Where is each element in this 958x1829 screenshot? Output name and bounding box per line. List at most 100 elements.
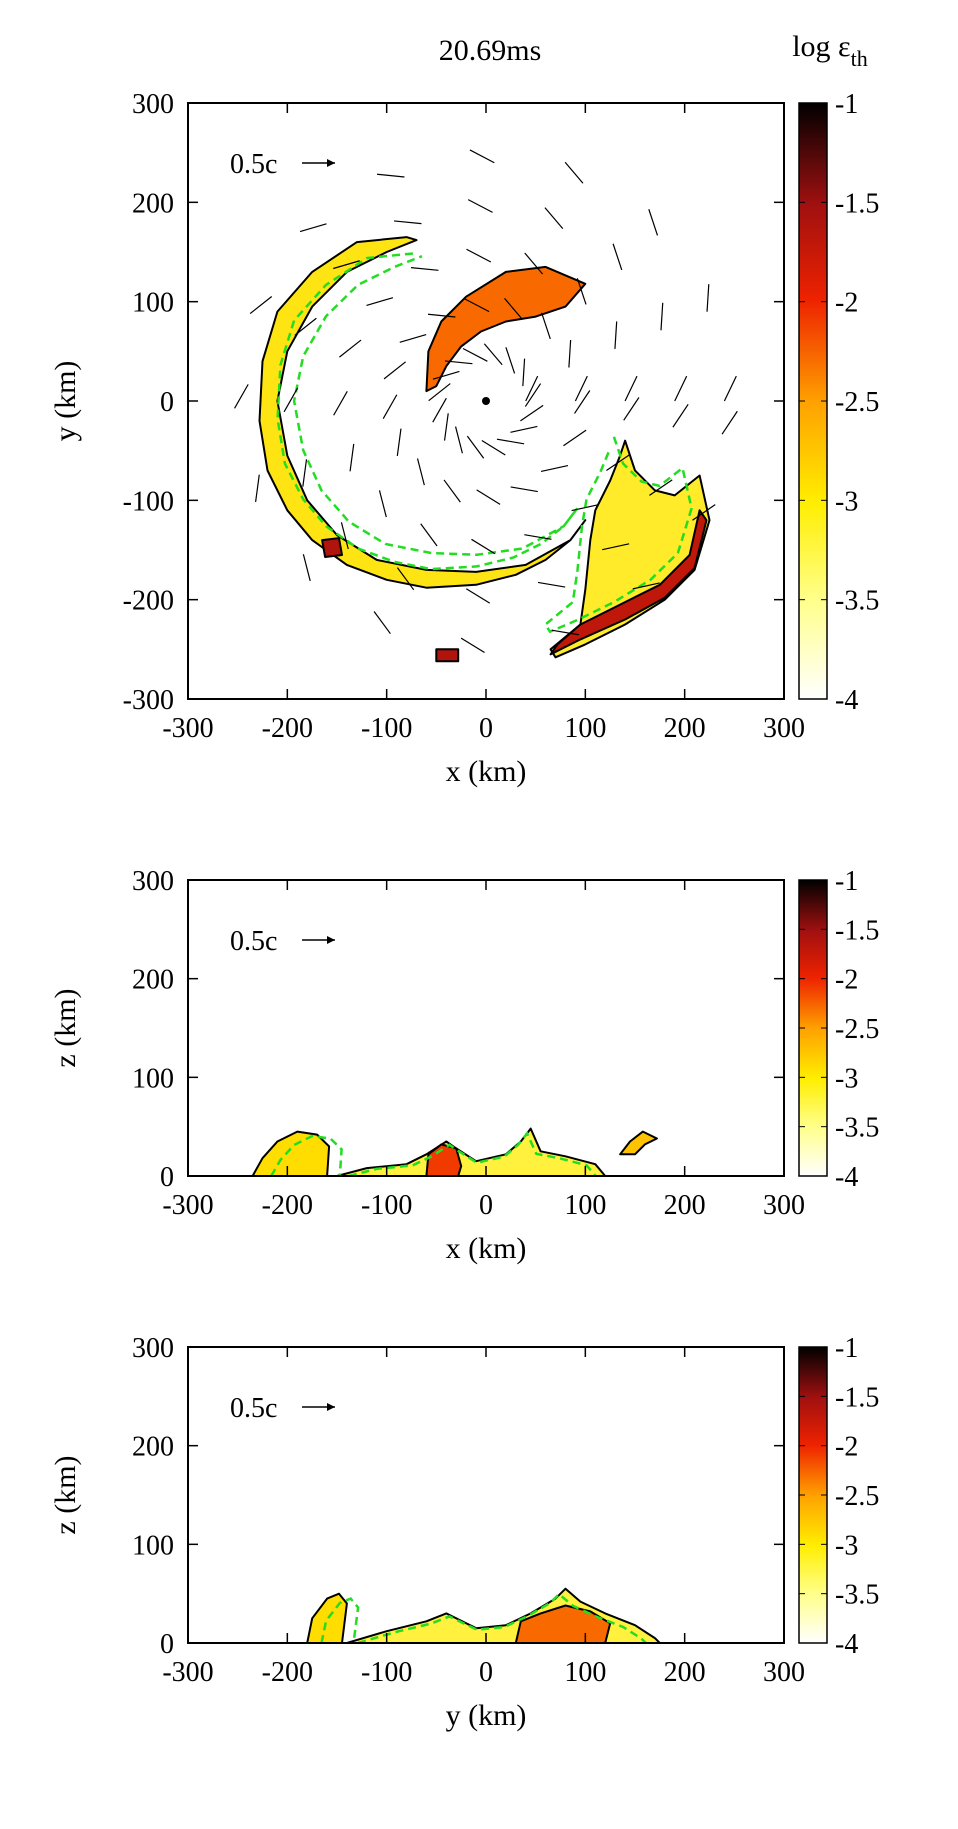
velocity-arrow	[510, 486, 538, 493]
x-tick-label: -200	[262, 1190, 313, 1221]
heat-region-central-layer	[345, 1587, 661, 1643]
velocity-arrow	[444, 360, 473, 365]
velocity-arrow	[660, 302, 664, 331]
plot-area	[234, 149, 738, 663]
velocity-scale-arrowhead	[327, 936, 335, 944]
y-tick-label: 200	[132, 188, 174, 219]
heat-region-left-lobe	[306, 1592, 348, 1643]
x-tick-label: 0	[479, 1190, 493, 1221]
velocity-arrow	[427, 313, 456, 318]
velocity-arrow	[648, 209, 659, 236]
heat-region-outer-spiral-arm	[258, 236, 587, 589]
velocity-arrow	[432, 370, 460, 380]
velocity-arrow	[333, 391, 348, 416]
velocity-arrow	[540, 464, 569, 473]
velocity-arrow	[460, 637, 485, 654]
y-tick-label: 0	[160, 1629, 174, 1660]
velocity-arrow	[466, 435, 485, 459]
colorbar-tick-label: -2	[835, 965, 858, 996]
velocity-arrow	[454, 426, 463, 454]
y-tick-label: -200	[123, 586, 174, 617]
velocity-arrow	[606, 454, 630, 472]
density-contour-0	[276, 252, 579, 571]
heat-region-arm-clump	[321, 537, 343, 558]
velocity-arrow	[505, 347, 516, 374]
x-tick-label: 300	[763, 1190, 805, 1221]
velocity-arrow	[410, 267, 439, 271]
x-tick-label: -200	[262, 1657, 313, 1688]
y-axis-label: z (km)	[49, 1455, 82, 1534]
heat-region-central-hot-spot	[425, 1143, 463, 1176]
center-point	[482, 397, 490, 405]
x-tick-label: 200	[664, 1190, 706, 1221]
colorbar-tick-label: -2	[835, 1432, 858, 1463]
velocity-arrow	[471, 538, 496, 555]
velocity-arrow	[672, 404, 689, 428]
velocity-arrow	[496, 438, 525, 445]
x-tick-label: 0	[479, 1657, 493, 1688]
colorbar-tick-label: -3.5	[835, 586, 879, 617]
plot-frame	[187, 879, 785, 1177]
velocity-arrow	[576, 278, 587, 305]
colorbar-tick-label: -3.5	[835, 1113, 879, 1144]
colorbar-tick-label: -1.5	[835, 1382, 879, 1413]
x-tick-label: -300	[162, 1657, 213, 1688]
heat-region-small-clump	[435, 648, 460, 663]
velocity-arrow	[467, 199, 493, 213]
y-tick-label: 300	[132, 866, 174, 897]
velocity-arrow	[476, 489, 501, 505]
velocity-arrow	[249, 296, 273, 315]
velocity-scale-label: 0.5c	[230, 926, 277, 957]
velocity-arrow	[483, 343, 503, 366]
velocity-arrow	[469, 149, 495, 164]
velocity-scale-label: 0.5c	[230, 149, 277, 180]
colorbar-title-sub: th	[851, 46, 868, 71]
velocity-arrow	[383, 361, 407, 380]
y-axis-label: z (km)	[49, 988, 82, 1067]
colorbar-tick-label: -1	[835, 89, 858, 120]
velocity-arrow	[510, 425, 538, 433]
velocity-arrow	[465, 588, 491, 604]
velocity-arrow	[692, 504, 716, 521]
velocity-arrow	[283, 387, 299, 413]
velocity-arrow	[522, 358, 526, 387]
velocity-arrow	[574, 390, 591, 414]
x-tick-label: 100	[564, 1657, 606, 1688]
velocity-arrow	[571, 504, 599, 512]
velocity-arrow	[393, 220, 422, 225]
velocity-arrow	[649, 479, 673, 496]
x-tick-label: 0	[479, 713, 493, 744]
density-contour-1	[357, 1592, 647, 1643]
velocity-arrow	[373, 611, 391, 635]
velocity-arrow	[537, 581, 566, 588]
velocity-scale-arrowhead	[327, 159, 335, 167]
velocity-arrow	[294, 317, 317, 336]
velocity-arrow	[614, 321, 618, 349]
colorbar-title: log εth	[792, 30, 868, 71]
velocity-arrow	[568, 339, 572, 368]
velocity-arrow	[234, 384, 249, 409]
plot-area	[251, 1127, 658, 1176]
velocity-arrow	[632, 582, 660, 590]
velocity-arrow	[524, 252, 544, 275]
colorbar-tick-label: -2.5	[835, 1481, 879, 1512]
velocity-arrow	[443, 413, 449, 441]
x-axis-label: x (km)	[446, 755, 527, 788]
velocity-arrow	[366, 297, 394, 306]
velocity-arrow	[349, 443, 355, 472]
velocity-arrow	[302, 554, 311, 582]
x-tick-label: -200	[262, 713, 313, 744]
velocity-arrow	[623, 397, 640, 421]
velocity-arrow	[721, 410, 738, 435]
figure-title: 20.69ms	[439, 34, 542, 67]
velocity-arrow	[524, 534, 552, 540]
x-axis-label: x (km)	[446, 1232, 527, 1265]
colorbar-tick-label: -4	[835, 1629, 858, 1660]
velocity-arrow	[481, 440, 506, 456]
velocity-arrow	[612, 243, 623, 271]
y-tick-label: 300	[132, 1333, 174, 1364]
heat-region-tidal-tail	[549, 439, 711, 659]
velocity-scale-arrowhead	[327, 1403, 335, 1411]
colorbar-tick-label: -3	[835, 1063, 858, 1094]
